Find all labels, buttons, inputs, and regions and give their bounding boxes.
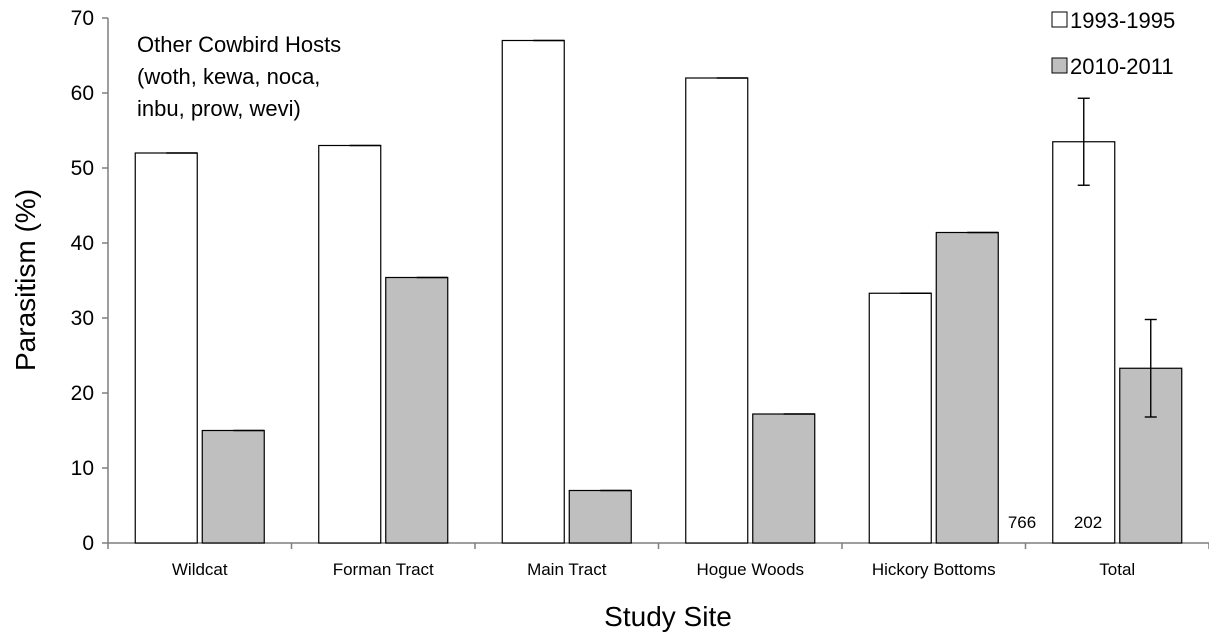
axes: 0 10 20 30 40 50 60 70 — [71, 7, 1209, 555]
y-tick-label: 50 — [71, 157, 94, 180]
bar-2010-2011-forman-tract — [385, 276, 449, 544]
y-tick-label: 40 — [71, 232, 94, 255]
bar-2010-2011-main-tract — [568, 489, 632, 544]
annotation-line-1: Other Cowbird Hosts — [137, 32, 341, 57]
legend-label-1993-1995: 1993-1995 — [1070, 8, 1175, 33]
bar-1993-1995-main-tract — [501, 39, 565, 544]
legend-label-2010-2011: 2010-2011 — [1070, 54, 1174, 79]
bar-2010-2011-wildcat — [201, 429, 265, 544]
bar-1993-1995-total — [1052, 141, 1116, 544]
legend-swatch-1993-1995 — [1051, 11, 1068, 28]
bar-1993-1995-hickory-bottoms — [868, 292, 932, 544]
bars — [134, 39, 1183, 544]
legend: 1993-1995 2010-2011 — [1051, 8, 1175, 79]
x-axis-title: Study Site — [604, 601, 732, 632]
bar-2010-2011-hogue-woods — [752, 413, 816, 544]
legend-swatch-2010-2011 — [1051, 57, 1068, 74]
labels: Wildcat Forman Tract Main Tract Hogue Woods… — [172, 560, 1135, 579]
y-axis-title: Parasitism (%) — [10, 189, 41, 371]
sample-size-2010-2011: 202 — [1074, 513, 1102, 532]
y-tick-label: 20 — [71, 382, 94, 405]
x-tick-label: Main Tract — [527, 560, 607, 579]
x-tick-label: Total — [1099, 560, 1135, 579]
annotation-line-3: inbu, prow, wevi) — [137, 96, 301, 121]
y-tick-label: 0 — [82, 532, 94, 555]
x-tick-label: Hogue Woods — [697, 560, 804, 579]
bar-1993-1995-hogue-woods — [685, 77, 749, 544]
x-tick-label: Wildcat — [172, 560, 228, 579]
annotation: Other Cowbird Hosts (woth, kewa, noca, i… — [137, 32, 341, 121]
x-tick-label: Hickory Bottoms — [872, 560, 996, 579]
bar-1993-1995-forman-tract — [318, 144, 382, 544]
bar-2010-2011-hickory-bottoms — [935, 231, 999, 544]
y-tick-label: 70 — [71, 7, 94, 30]
bar-1993-1995-wildcat — [134, 152, 198, 544]
y-tick-label: 10 — [71, 457, 94, 480]
annotation-line-2: (woth, kewa, noca, — [137, 64, 320, 89]
error-bars — [166, 39, 1157, 492]
x-tick-label: Forman Tract — [333, 560, 434, 579]
sample-size-1993-1995: 766 — [1008, 513, 1036, 532]
y-tick-label: 60 — [71, 82, 94, 105]
y-tick-label: 30 — [71, 307, 94, 330]
